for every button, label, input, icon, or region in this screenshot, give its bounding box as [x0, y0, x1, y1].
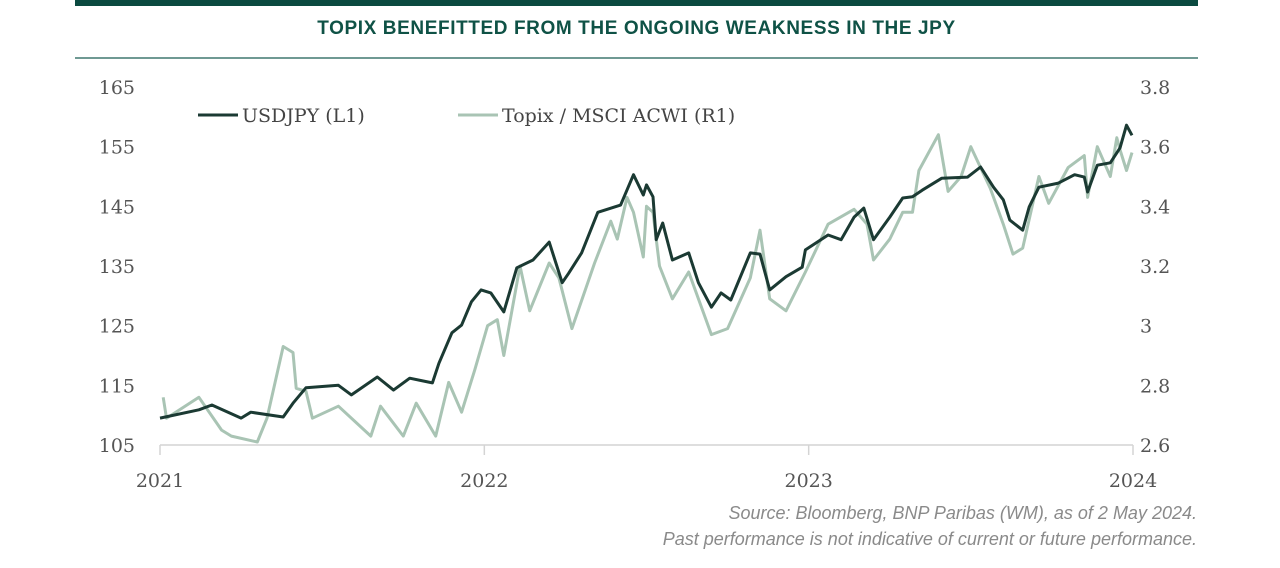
x-tick-label: 2022	[460, 470, 508, 492]
y-right-tick-label: 3.6	[1140, 137, 1170, 159]
x-tick-label: 2024	[1109, 470, 1157, 492]
y-right-tick-label: 3.8	[1140, 77, 1170, 99]
y-right-tick-label: 2.8	[1140, 375, 1170, 397]
y-left-tick-label: 115	[99, 375, 135, 397]
legend-label-usdjpy: USDJPY (L1)	[242, 105, 365, 127]
y-left-tick-label: 145	[99, 196, 135, 218]
x-axis-ticks: 2021 2022 2023 2024	[136, 445, 1157, 492]
x-tick-label: 2023	[784, 470, 832, 492]
y-left-tick-label: 135	[99, 256, 135, 278]
y-right-tick-label: 2.6	[1140, 435, 1170, 457]
source-note: Source: Bloomberg, BNP Paribas (WM), as …	[728, 503, 1197, 523]
top-accent-bar	[75, 0, 1198, 6]
disclaimer-note: Past performance is not indicative of cu…	[662, 529, 1197, 549]
left-axis-ticks: 165 155 145 135 125 115 105	[99, 77, 135, 457]
y-left-tick-label: 125	[99, 316, 135, 338]
y-left-tick-label: 155	[99, 137, 135, 159]
y-right-tick-label: 3.4	[1140, 196, 1170, 218]
series-line-usdjpy	[159, 123, 1134, 420]
x-tick-label: 2021	[136, 470, 184, 492]
y-right-tick-label: 3.2	[1140, 256, 1170, 278]
y-left-tick-label: 165	[99, 77, 135, 99]
title-divider	[75, 57, 1198, 59]
right-axis-ticks: 3.8 3.6 3.4 3.2 3 2.8 2.6	[1140, 77, 1170, 457]
series-line-topix-msci-acwi	[161, 133, 1134, 444]
chart-title: TOPIX BENEFITTED FROM THE ONGOING WEAKNE…	[317, 18, 956, 39]
legend-label-topix: Topix / MSCI ACWI (R1)	[502, 105, 735, 127]
y-left-tick-label: 105	[99, 435, 135, 457]
y-right-tick-label: 3	[1140, 316, 1152, 338]
legend: USDJPY (L1) Topix / MSCI ACWI (R1)	[198, 105, 735, 127]
